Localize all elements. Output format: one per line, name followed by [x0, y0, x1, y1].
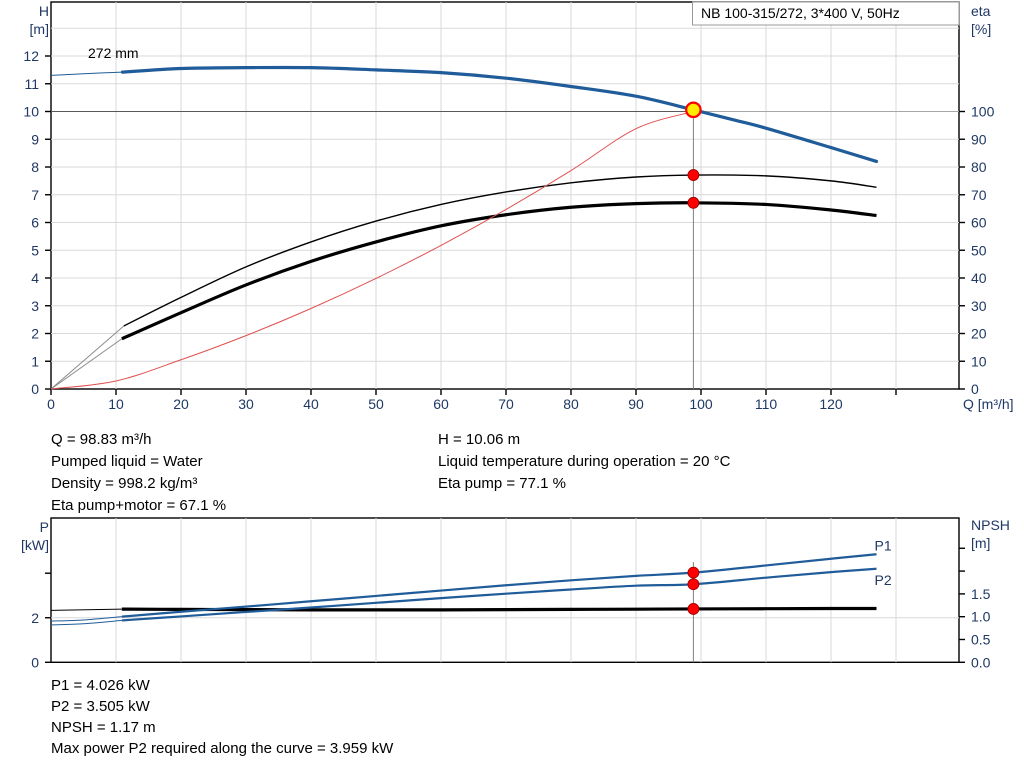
svg-text:40: 40 [971, 270, 987, 286]
svg-text:20: 20 [971, 326, 987, 342]
svg-text:90: 90 [971, 131, 987, 147]
svg-text:Eta pump = 77.1 %: Eta pump = 77.1 % [438, 475, 566, 492]
svg-text:30: 30 [971, 298, 987, 314]
svg-text:H: H [39, 3, 49, 19]
svg-text:Max power P2 required along th: Max power P2 required along the curve = … [51, 740, 394, 757]
svg-text:Q = 98.83 m³/h: Q = 98.83 m³/h [51, 431, 151, 448]
svg-text:NB 100-315/272, 3*400 V, 50Hz: NB 100-315/272, 3*400 V, 50Hz [701, 5, 900, 21]
svg-text:Q [m³/h]: Q [m³/h] [963, 396, 1014, 412]
svg-text:0: 0 [47, 396, 55, 412]
svg-text:Eta pump+motor = 67.1 %: Eta pump+motor = 67.1 % [51, 497, 226, 514]
svg-text:P: P [40, 519, 49, 535]
svg-text:70: 70 [971, 187, 987, 203]
svg-text:Pumped liquid = Water: Pumped liquid = Water [51, 453, 203, 470]
svg-text:10: 10 [971, 353, 987, 369]
svg-text:P2 = 3.505 kW: P2 = 3.505 kW [51, 698, 151, 715]
svg-text:9: 9 [31, 131, 39, 147]
svg-text:5: 5 [31, 242, 39, 258]
svg-text:[m]: [m] [30, 21, 49, 37]
svg-text:40: 40 [303, 396, 319, 412]
svg-text:[kW]: [kW] [21, 537, 49, 553]
svg-text:0: 0 [31, 654, 39, 670]
svg-text:90: 90 [628, 396, 644, 412]
svg-text:50: 50 [368, 396, 384, 412]
svg-text:10: 10 [108, 396, 124, 412]
svg-text:H = 10.06 m: H = 10.06 m [438, 431, 520, 448]
svg-text:100: 100 [971, 104, 995, 120]
svg-text:0.0: 0.0 [971, 654, 991, 670]
svg-text:272 mm: 272 mm [88, 45, 139, 61]
svg-text:[%]: [%] [971, 21, 991, 37]
svg-text:0.5: 0.5 [971, 631, 991, 647]
svg-text:12: 12 [23, 48, 39, 64]
svg-text:110: 110 [755, 396, 778, 412]
svg-text:1.0: 1.0 [971, 609, 991, 625]
svg-text:Density = 998.2 kg/m³: Density = 998.2 kg/m³ [51, 475, 197, 492]
svg-text:8: 8 [31, 159, 39, 175]
svg-text:1: 1 [31, 353, 39, 369]
svg-text:P1: P1 [875, 537, 892, 553]
svg-text:3: 3 [31, 298, 39, 314]
svg-text:NPSH = 1.17 m: NPSH = 1.17 m [51, 719, 156, 736]
svg-text:1.5: 1.5 [971, 586, 991, 602]
svg-text:0: 0 [971, 381, 979, 397]
svg-text:60: 60 [433, 396, 449, 412]
svg-text:100: 100 [689, 396, 713, 412]
svg-text:P2: P2 [875, 572, 892, 588]
svg-text:11: 11 [24, 76, 39, 92]
svg-text:eta: eta [971, 3, 991, 19]
svg-text:80: 80 [971, 159, 987, 175]
svg-text:[m]: [m] [971, 535, 990, 551]
svg-text:2: 2 [31, 326, 39, 342]
svg-text:NPSH: NPSH [971, 517, 1010, 533]
svg-text:4: 4 [31, 270, 39, 286]
svg-text:20: 20 [173, 396, 189, 412]
svg-text:30: 30 [238, 396, 254, 412]
svg-text:6: 6 [31, 215, 39, 231]
svg-text:70: 70 [498, 396, 514, 412]
svg-text:7: 7 [31, 187, 39, 203]
svg-text:10: 10 [23, 104, 39, 120]
svg-text:P1 = 4.026 kW: P1 = 4.026 kW [51, 677, 151, 694]
svg-text:Liquid temperature during oper: Liquid temperature during operation = 20… [438, 453, 731, 470]
svg-text:60: 60 [971, 215, 987, 231]
svg-text:0: 0 [31, 381, 39, 397]
svg-text:2: 2 [31, 610, 39, 626]
svg-text:120: 120 [819, 396, 843, 412]
svg-text:50: 50 [971, 242, 987, 258]
svg-text:80: 80 [563, 396, 579, 412]
